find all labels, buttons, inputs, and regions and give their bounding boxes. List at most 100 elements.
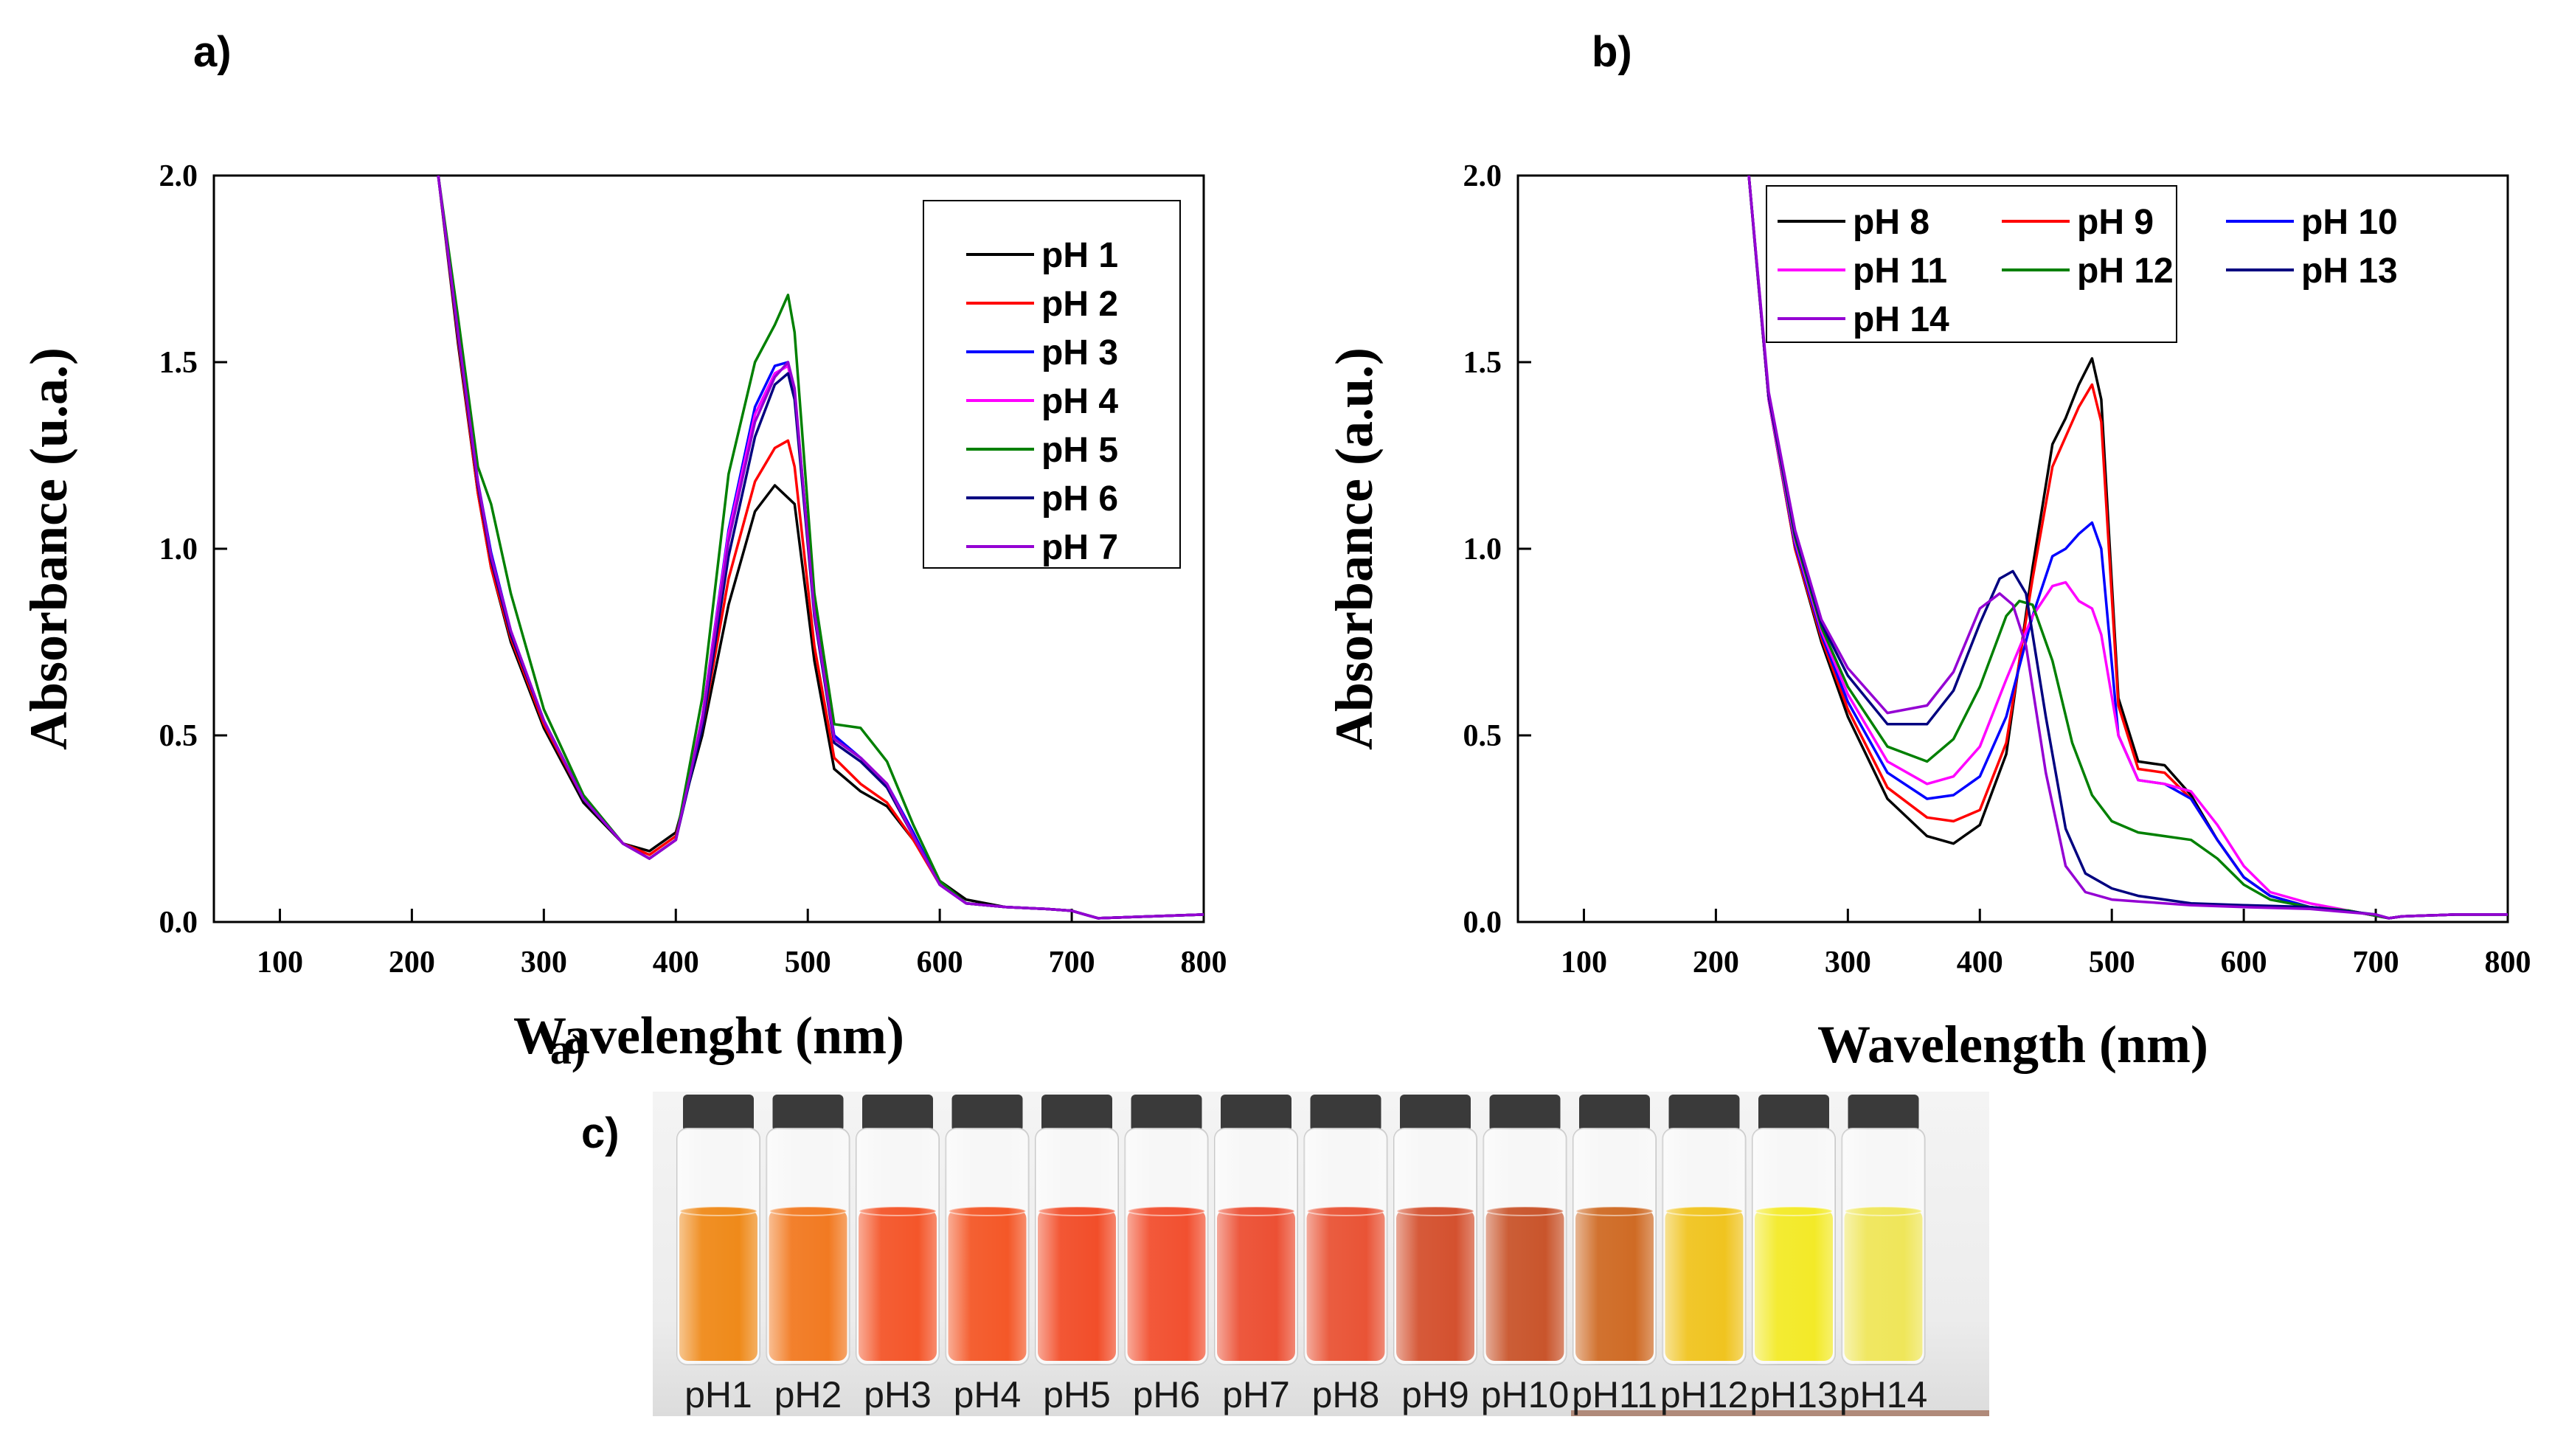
vial: pH2 xyxy=(766,1095,850,1415)
legend-label: pH 12 xyxy=(2077,252,2174,291)
vial: pH14 xyxy=(1840,1095,1928,1415)
vial: pH6 xyxy=(1124,1095,1209,1415)
y-tick-label: 1.0 xyxy=(1463,533,1502,566)
vial-label: pH14 xyxy=(1840,1374,1928,1415)
y-tick-label: 2.0 xyxy=(159,159,198,193)
x-tick-label: 600 xyxy=(917,946,963,980)
series-line-ph-7 xyxy=(437,176,1204,920)
vial-cap xyxy=(1041,1095,1112,1131)
legend-label: pH 4 xyxy=(1041,382,1118,421)
y-tick-label: 2.0 xyxy=(1463,159,1502,193)
vial-cap xyxy=(862,1095,933,1131)
y-tick-label: 1.0 xyxy=(159,533,198,566)
y-tick-label: 0.0 xyxy=(159,906,198,940)
legend-label: pH 14 xyxy=(1853,300,1949,339)
vial-cap xyxy=(772,1095,844,1131)
chart-a-x-ticks: 100 200 300 400 500 600 700 800 xyxy=(257,909,1227,980)
chart-b-x-ticks: 100 200 300 400 500 600 700 800 xyxy=(1561,909,2531,980)
vial: pH1 xyxy=(676,1095,760,1415)
vial: pH4 xyxy=(945,1095,1030,1415)
legend-label: pH 9 xyxy=(2077,203,2154,242)
x-tick-label: 100 xyxy=(1561,946,1607,980)
chart-b-legend-box xyxy=(1766,185,2177,343)
chart-b-legend: pH 8 pH 9 pH 10 pH 11 pH 12 pH 13 pH 14 xyxy=(1766,185,2398,343)
vial-cap xyxy=(1310,1095,1381,1131)
chart-b-ylabel: Absorbance (a.u.) xyxy=(1325,347,1384,750)
x-tick-label: 700 xyxy=(1049,946,1095,980)
vial-cap xyxy=(1848,1095,1919,1131)
y-tick-label: 1.5 xyxy=(159,346,198,380)
vial: pH3 xyxy=(856,1095,940,1415)
chart-b-y-ticks: 0.0 0.5 1.0 1.5 2.0 xyxy=(1463,159,1531,940)
chart-a-legend: pH 1 pH 2 pH 3 pH 4 pH 5 pH 6 pH 7 xyxy=(923,200,1181,569)
vial-photo: pH1 pH2 pH3 pH4 pH5 pH6 pH7 pH8 pH9 pH10 pH11 pH12 p… xyxy=(653,1092,1989,1416)
x-tick-label: 400 xyxy=(1957,946,2003,980)
vial-label: pH10 xyxy=(1481,1374,1570,1415)
panel-label-c: c) xyxy=(581,1109,620,1157)
chart-a-xlabel-overlay: a) xyxy=(550,1025,586,1073)
vial-label: pH13 xyxy=(1750,1374,1838,1415)
vial-cap xyxy=(1489,1095,1561,1131)
chart-b-xlabel: Wavelength (nm) xyxy=(1817,1015,2208,1074)
legend-label: pH 11 xyxy=(1853,252,1947,291)
chart-a-series xyxy=(437,176,1204,920)
vial: pH11 xyxy=(1572,1095,1657,1415)
vial-cap xyxy=(1131,1095,1202,1131)
y-tick-label: 0.5 xyxy=(1463,719,1502,753)
vial-label: pH12 xyxy=(1660,1374,1749,1415)
vial: pH9 xyxy=(1393,1095,1477,1415)
vial-label: pH7 xyxy=(1222,1374,1290,1415)
vial-label: pH4 xyxy=(954,1374,1022,1415)
x-tick-label: 700 xyxy=(2353,946,2399,980)
chart-a-legend-box xyxy=(923,200,1181,569)
series-line-ph-11 xyxy=(1747,176,2508,920)
x-tick-label: 200 xyxy=(389,946,435,980)
vial-cap xyxy=(1221,1095,1291,1131)
legend-label: pH 7 xyxy=(1041,528,1118,567)
vial-label: pH9 xyxy=(1401,1374,1469,1415)
chart-b: 100 200 300 400 500 600 700 800 0.0 0.5 1.0 1.5 2.0… xyxy=(1325,159,2531,1074)
chart-a-y-ticks: 0.0 0.5 1.0 1.5 2.0 xyxy=(159,159,227,940)
x-tick-label: 100 xyxy=(257,946,303,980)
x-tick-label: 800 xyxy=(2485,946,2531,980)
vial: pH8 xyxy=(1303,1095,1388,1415)
x-tick-label: 800 xyxy=(1181,946,1227,980)
y-tick-label: 0.0 xyxy=(1463,906,1502,940)
vial-cap xyxy=(1579,1095,1650,1131)
x-tick-label: 600 xyxy=(2221,946,2267,980)
chart-a: 100 200 300 400 500 600 700 800 0.0 0.5 1.0 1.5 2.0… xyxy=(19,159,1227,1073)
vial-cap xyxy=(683,1095,754,1131)
y-tick-label: 0.5 xyxy=(159,719,198,753)
x-tick-label: 300 xyxy=(521,946,567,980)
vial-label: pH3 xyxy=(864,1374,932,1415)
x-tick-label: 200 xyxy=(1693,946,1739,980)
vial: pH12 xyxy=(1660,1095,1749,1415)
vial-cap xyxy=(1400,1095,1471,1131)
vial: pH13 xyxy=(1750,1095,1838,1415)
vial-cap xyxy=(1758,1095,1829,1131)
series-line-ph-14 xyxy=(1747,176,2508,920)
vial-label: pH2 xyxy=(774,1374,842,1415)
legend-label: pH 2 xyxy=(1041,285,1118,324)
legend-label: pH 10 xyxy=(2301,203,2398,242)
vial-label: pH1 xyxy=(684,1374,752,1415)
chart-a-ylabel: Absorbance (u.a.) xyxy=(19,347,78,750)
x-tick-label: 500 xyxy=(785,946,831,980)
x-tick-label: 300 xyxy=(1825,946,1871,980)
vial-label: pH5 xyxy=(1043,1374,1111,1415)
legend-label: pH 1 xyxy=(1041,236,1118,275)
chart-a-xlabel: Wavelenght (nm) xyxy=(513,1006,904,1065)
chart-b-series xyxy=(1747,176,2508,920)
legend-label: pH 3 xyxy=(1041,333,1118,372)
photo-edge-strip xyxy=(1571,1410,1989,1416)
vial-cap xyxy=(1668,1095,1740,1131)
y-tick-label: 1.5 xyxy=(1463,346,1502,380)
vial: pH10 xyxy=(1481,1095,1570,1415)
vial-label: pH6 xyxy=(1133,1374,1201,1415)
vial-cap xyxy=(951,1095,1023,1131)
legend-label: pH 5 xyxy=(1041,431,1118,470)
vial: pH5 xyxy=(1035,1095,1119,1415)
x-tick-label: 400 xyxy=(653,946,699,980)
vial-label: pH8 xyxy=(1312,1374,1380,1415)
